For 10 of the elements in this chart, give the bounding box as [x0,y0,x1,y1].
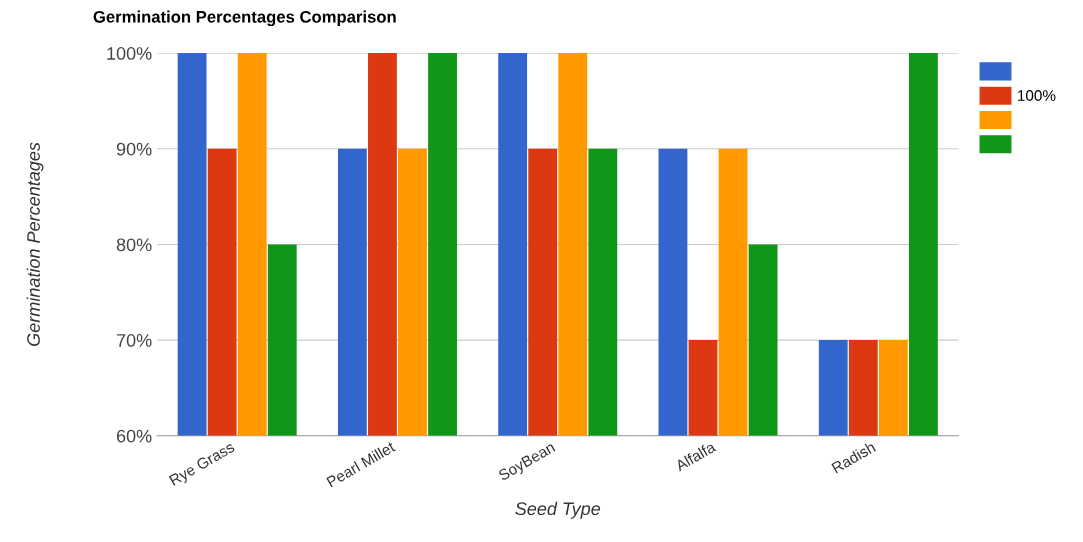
y-tick-label: 100% [107,47,152,60]
y-tick-label: 80% [116,238,152,252]
y-tick-label: 70% [116,334,152,347]
legend-label: 100% [1018,90,1056,101]
x-tick-label: Rye Grass [168,441,237,489]
y-tick-label: 60% [116,429,152,443]
y-tick-label: 90% [116,142,152,156]
y-axis-title: Germination Percentages [26,142,44,346]
chart-title: Germination Percentages Comparison [93,10,396,27]
x-axis-title: Seed Type [515,501,601,519]
